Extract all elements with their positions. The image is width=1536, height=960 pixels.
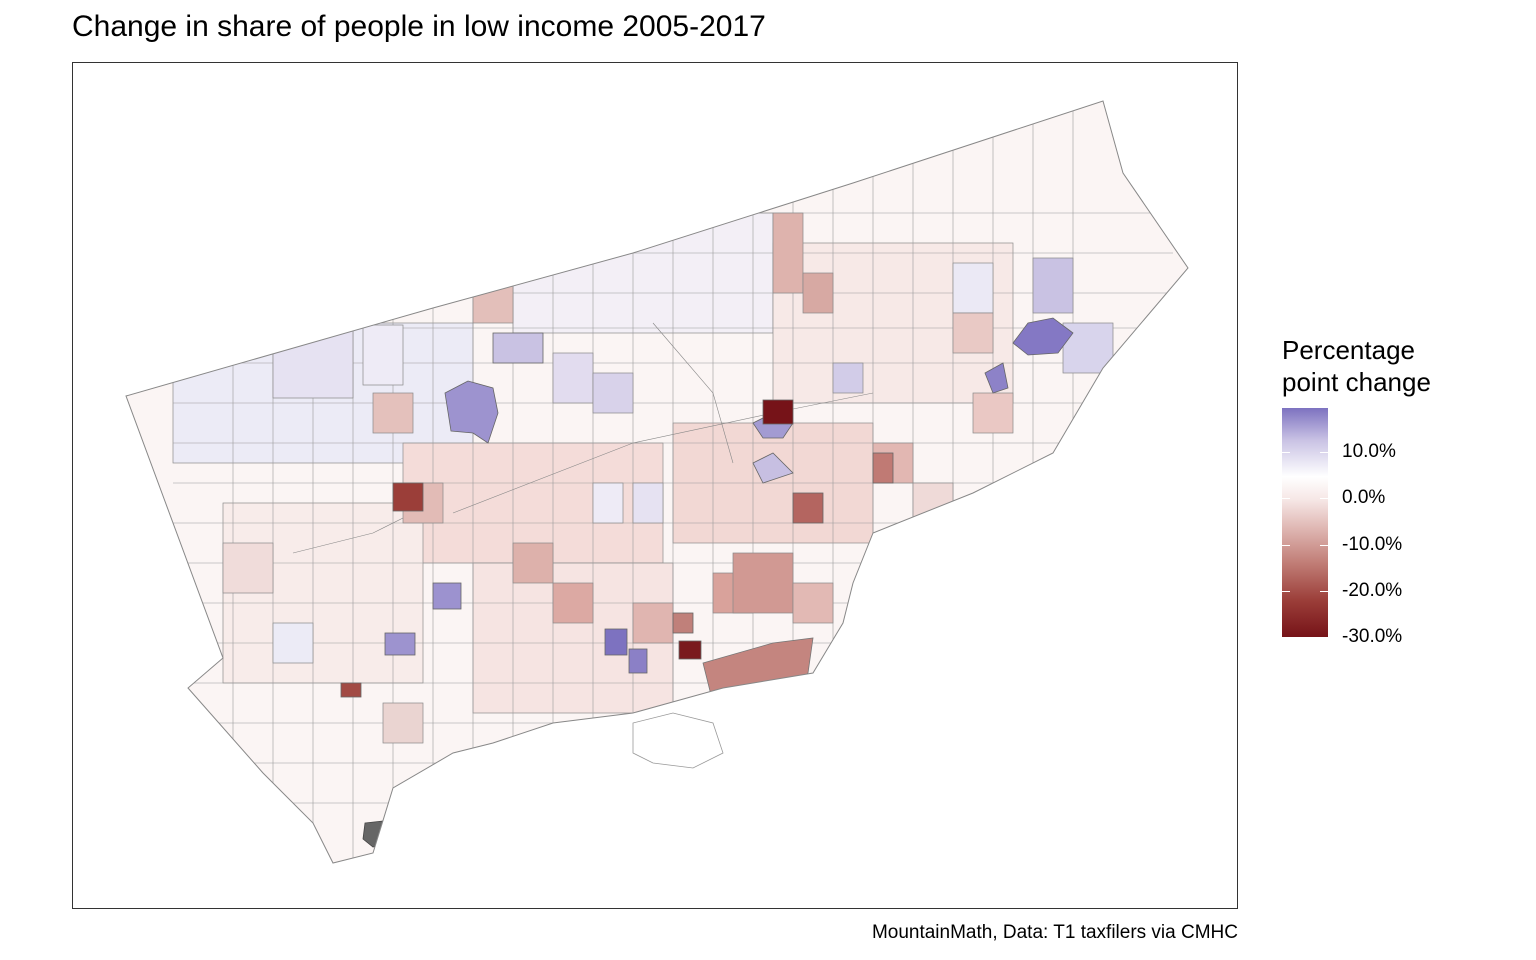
legend-title-line2: point change bbox=[1282, 367, 1431, 397]
legend-colorbar bbox=[1282, 408, 1328, 637]
map-panel bbox=[72, 62, 1238, 909]
caption: MountainMath, Data: T1 taxfilers via CMH… bbox=[871, 922, 1238, 943]
legend-tick-label: 0.0% bbox=[1342, 487, 1386, 508]
legend-tick-label: -30.0% bbox=[1342, 626, 1403, 647]
legend-tick-label: -20.0% bbox=[1342, 580, 1403, 601]
toronto-map bbox=[125, 100, 1189, 864]
legend-tick-label: 10.0% bbox=[1342, 441, 1396, 462]
legend-title: Percentage point change bbox=[1282, 334, 1431, 398]
chart-title: Change in share of people in low income … bbox=[72, 10, 766, 43]
legend-tick-label: -10.0% bbox=[1342, 534, 1403, 555]
census-tracts bbox=[172, 103, 1173, 863]
legend-title-line1: Percentage bbox=[1282, 335, 1415, 365]
